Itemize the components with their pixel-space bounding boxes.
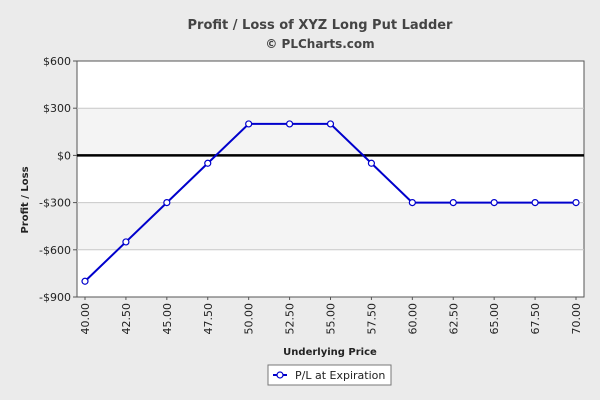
x-axis-label: Underlying Price — [283, 347, 377, 358]
x-axis-ticks: 40.00 42.50 45.00 47.50 50.00 52.50 55.00 57.50… — [79, 297, 583, 335]
x-tick-label: 70.00 — [570, 303, 583, 335]
series-layer — [81, 120, 580, 285]
legend-box — [267, 364, 392, 386]
y-tick-label: -$900 — [39, 291, 71, 304]
x-tick-label: 40.00 — [79, 303, 92, 335]
x-tick-label: 42.50 — [120, 303, 133, 335]
y-tick-label: $600 — [43, 55, 71, 68]
y-tick-label: -$300 — [39, 197, 71, 210]
data-point — [326, 120, 335, 128]
chart-subtitle: © PLCharts.com — [265, 37, 374, 51]
x-tick-label: 55.00 — [325, 303, 338, 335]
data-point — [490, 199, 498, 207]
x-tick-label: 67.50 — [529, 303, 542, 335]
data-point — [285, 120, 294, 128]
x-tick-label: 62.50 — [447, 303, 460, 335]
data-point — [367, 159, 376, 167]
plot-band — [77, 202, 584, 250]
x-tick-label: 45.00 — [161, 303, 174, 335]
data-point — [449, 199, 457, 207]
data-point — [204, 159, 212, 167]
data-point — [163, 199, 171, 207]
data-point — [408, 199, 416, 207]
legend: P/L at Expiration — [267, 364, 392, 386]
data-point — [122, 238, 130, 246]
plot-area — [76, 60, 585, 298]
x-tick-label: 57.50 — [365, 303, 378, 335]
x-tick-label: 47.50 — [202, 303, 215, 335]
data-point — [531, 199, 539, 207]
x-tick-label: 65.00 — [488, 303, 501, 335]
plot-bands — [77, 108, 584, 250]
y-tick-label: $0 — [57, 149, 71, 162]
x-tick-label: 50.00 — [243, 303, 256, 335]
x-tick-label: 60.00 — [406, 303, 419, 335]
legend-entry-label: P/L at Expiration — [295, 369, 385, 382]
data-point — [81, 277, 89, 285]
legend-marker — [276, 371, 284, 379]
x-tick-label: 52.50 — [284, 303, 297, 335]
grid-lines — [77, 107, 584, 251]
y-tick-label: -$600 — [39, 244, 71, 257]
y-tick-label: $300 — [43, 102, 71, 115]
y-axis-ticks: $600 $300 $0 -$300 -$600 -$900 — [39, 55, 77, 304]
y-axis-label: Profit / Loss — [20, 166, 31, 233]
data-point — [572, 199, 580, 207]
chart-title: Profit / Loss of XYZ Long Put Ladder — [188, 18, 454, 33]
plot-band — [77, 108, 584, 156]
data-point — [245, 120, 253, 128]
